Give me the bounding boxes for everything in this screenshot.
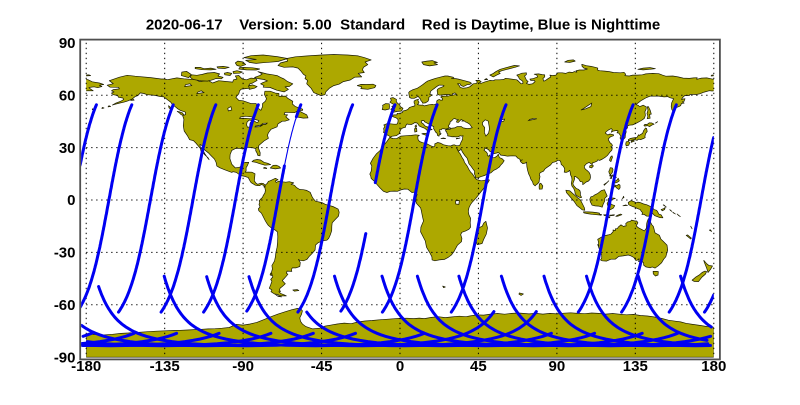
svg-text:-90: -90 — [232, 358, 254, 375]
svg-text:45: 45 — [470, 358, 487, 375]
svg-text:-60: -60 — [54, 297, 76, 314]
svg-text:-135: -135 — [150, 358, 180, 375]
svg-text:30: 30 — [59, 140, 76, 157]
svg-text:2020-06-17 Version: 5.00 S: 2020-06-17 Version: 5.00 Standard Red is… — [146, 17, 660, 34]
svg-text:-180: -180 — [71, 358, 101, 375]
svg-text:180: 180 — [701, 358, 726, 375]
svg-text:90: 90 — [59, 35, 76, 52]
svg-text:-90: -90 — [54, 349, 76, 366]
svg-text:0: 0 — [67, 192, 75, 209]
svg-text:-30: -30 — [54, 245, 76, 262]
svg-text:-45: -45 — [311, 358, 333, 375]
svg-text:0: 0 — [396, 358, 404, 375]
svg-text:135: 135 — [623, 358, 648, 375]
svg-text:90: 90 — [549, 358, 566, 375]
svg-text:60: 60 — [59, 87, 76, 104]
